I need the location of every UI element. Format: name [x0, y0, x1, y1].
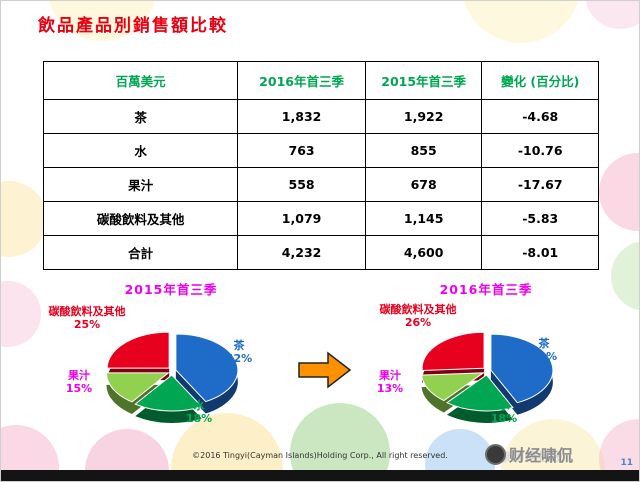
table-header-row: 百萬美元 2016年首三季 2015年首三季 變化 (百分比) — [42, 61, 599, 100]
col-header-change: 變化 (百分比) — [481, 61, 599, 100]
pie-label-tea: 茶 42% — [219, 339, 259, 365]
watermark-text: 财经啸侃 — [509, 446, 574, 465]
cell-value: -4.68 — [481, 99, 599, 134]
decorative-circle — [1, 181, 47, 257]
row-label: 果汁 — [42, 167, 239, 202]
row-label: 水 — [42, 133, 239, 168]
cell-value: -17.67 — [481, 167, 599, 202]
pie-label-text: 果汁 — [68, 369, 90, 382]
cell-value: -5.83 — [481, 201, 599, 236]
chart-title-2016: 2016年首三季 — [439, 282, 533, 297]
pie-label-percent: 42% — [225, 352, 253, 365]
page-number: 11 — [620, 458, 633, 468]
page-title: 飲品產品別銷售額比較 — [38, 16, 228, 36]
cell-value: 4,232 — [237, 235, 366, 270]
decorative-circle — [290, 403, 390, 481]
bottom-black-bar — [1, 470, 639, 481]
pie-2015-svg — [105, 331, 239, 423]
pie-chart-2016: 2016年首三季 碳酸飲料及其他 26% 茶 43% 果汁 13% 水 18% — [346, 279, 626, 455]
table-row: 碳酸飲料及其他 1,079 1,145 -5.83 — [42, 201, 599, 236]
pie-label-text: 碳酸飲料及其他 — [48, 305, 126, 318]
pie-chart-2015: 2015年首三季 碳酸飲料及其他 25% 茶 42% 果汁 15% 水 18% — [31, 279, 311, 455]
pie-label-juice: 果汁 13% — [370, 369, 410, 395]
pie-label-text: 碳酸飲料及其他 — [379, 303, 457, 316]
pie-label-percent: 25% — [73, 318, 101, 331]
table-row: 水 763 855 -10.76 — [42, 133, 599, 168]
pie-label-percent: 18% — [490, 412, 518, 425]
pie-label-text: 茶 — [233, 339, 245, 352]
decorative-circle — [585, 1, 639, 29]
cell-value: 855 — [364, 133, 483, 168]
pie-label-juice: 果汁 15% — [59, 369, 99, 395]
pie-label-water: 水 18% — [484, 399, 524, 425]
col-header-2016: 2016年首三季 — [237, 61, 366, 100]
cell-value: 4,600 — [364, 235, 483, 270]
cell-value: 678 — [364, 167, 483, 202]
pie-label-percent: 15% — [65, 382, 93, 395]
watermark: 财经啸侃 — [485, 442, 573, 466]
pie-label-text: 水 — [498, 399, 510, 412]
cell-value: 558 — [237, 167, 366, 202]
cell-value: 1,922 — [364, 99, 483, 134]
sales-comparison-table: 百萬美元 2016年首三季 2015年首三季 變化 (百分比) 茶 1,832 … — [42, 61, 599, 270]
chart-title-2015: 2015年首三季 — [124, 282, 218, 297]
cell-value: -8.01 — [481, 235, 599, 270]
pie-label-text: 水 — [193, 399, 205, 412]
row-label: 合計 — [42, 235, 239, 270]
pie-label-percent: 13% — [376, 382, 404, 395]
table-row-total: 合計 4,232 4,600 -8.01 — [42, 235, 599, 270]
cell-value: 763 — [237, 133, 366, 168]
right-arrow-icon — [298, 351, 352, 393]
table-row: 茶 1,832 1,922 -4.68 — [42, 99, 599, 134]
pie-label-text: 果汁 — [379, 369, 401, 382]
pie-label-percent: 18% — [185, 412, 213, 425]
pie-label-text: 茶 — [538, 337, 550, 350]
cell-value: 1,832 — [237, 99, 366, 134]
cell-value: -10.76 — [481, 133, 599, 168]
col-header-2015: 2015年首三季 — [364, 61, 483, 100]
pie-label-percent: 43% — [530, 350, 558, 363]
cell-value: 1,079 — [237, 201, 366, 236]
row-label: 茶 — [42, 99, 239, 134]
pie-2016-svg — [421, 331, 554, 423]
col-header-unit: 百萬美元 — [42, 61, 239, 100]
pie-label-carbonated: 碳酸飲料及其他 26% — [370, 303, 466, 329]
watermark-logo-icon — [485, 443, 506, 465]
brand-logo-text: 康師傅控股 — [499, 450, 565, 464]
pie-label-carbonated: 碳酸飲料及其他 25% — [39, 305, 135, 331]
pie-label-water: 水 18% — [179, 399, 219, 425]
table-row: 果汁 558 678 -17.67 — [42, 167, 599, 202]
pie-label-percent: 26% — [404, 316, 432, 329]
cell-value: 1,145 — [364, 201, 483, 236]
copyright-text: ©2016 Tingyi(Cayman Islands)Holding Corp… — [192, 451, 448, 460]
pie-label-tea: 茶 43% — [524, 337, 564, 363]
decorative-circle — [461, 1, 581, 43]
row-label: 碳酸飲料及其他 — [42, 201, 239, 236]
decorative-circle — [599, 153, 639, 231]
